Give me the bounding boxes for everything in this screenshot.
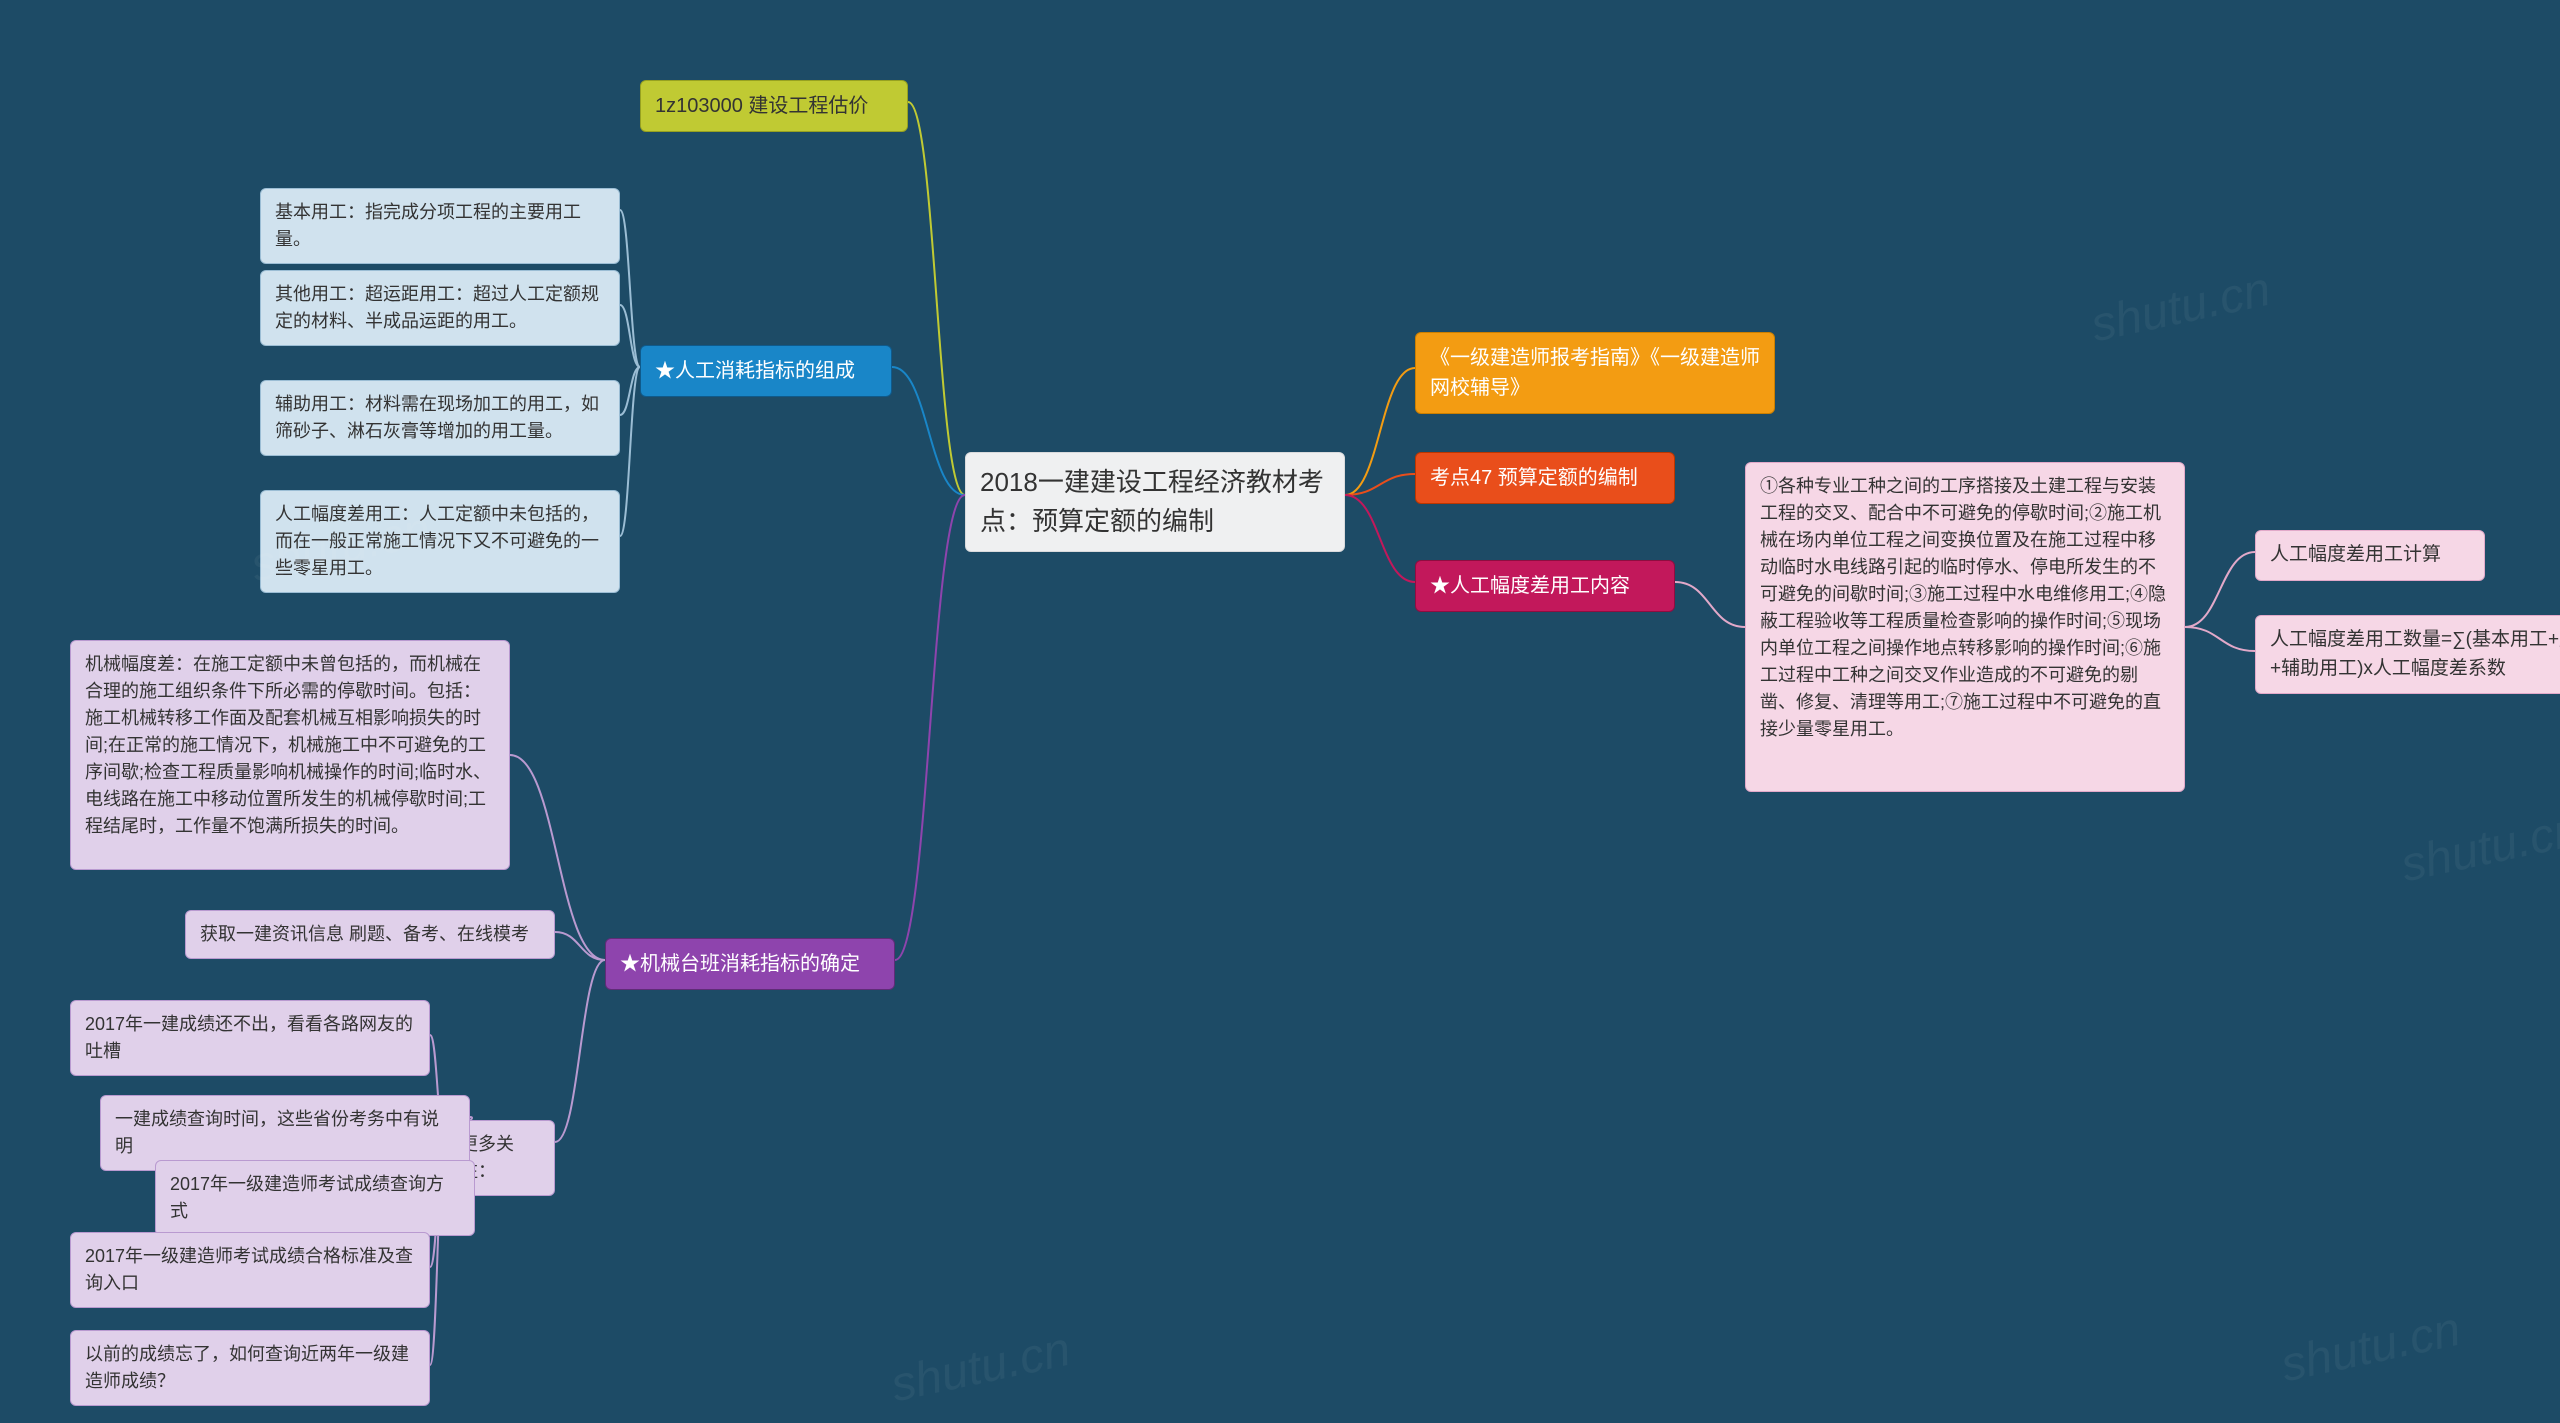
node-r1: 《一级建造师报考指南》《一级建造师网校辅导》 bbox=[1415, 332, 1775, 414]
edge-l3-l3c bbox=[555, 960, 605, 1142]
node-l2c: 辅助用工：材料需在现场加工的用工，如筛砂子、淋石灰膏等增加的用工量。 bbox=[260, 380, 620, 456]
node-l1: 1z103000 建设工程估价 bbox=[640, 80, 908, 132]
node-r3a: ①各种专业工种之间的工序搭接及土建工程与安装工程的交叉、配合中不可避免的停歇时间… bbox=[1745, 462, 2185, 792]
node-r3b2: 人工幅度差用工数量=∑(基本用工+超运距用工+辅助用工)x人工幅度差系数 bbox=[2255, 615, 2560, 694]
node-l2d: 人工幅度差用工：人工定额中未包括的，而在一般正常施工情况下又不可避免的一些零星用… bbox=[260, 490, 620, 593]
edge-r3a-r3b1 bbox=[2185, 552, 2255, 627]
node-r2: 考点47 预算定额的编制 bbox=[1415, 452, 1675, 504]
node-l3b: 获取一建资讯信息 刷题、备考、在线模考 bbox=[185, 910, 555, 959]
edge-root-r1 bbox=[1345, 368, 1415, 495]
edge-root-l2 bbox=[892, 367, 965, 495]
node-r3b1: 人工幅度差用工计算 bbox=[2255, 530, 2485, 581]
node-l3c1: 2017年一建成绩还不出，看看各路网友的吐槽 bbox=[70, 1000, 430, 1076]
node-l3a: 机械幅度差：在施工定额中未曾包括的，而机械在合理的施工组织条件下所必需的停歇时间… bbox=[70, 640, 510, 870]
node-l3c5: 以前的成绩忘了，如何查询近两年一级建造师成绩？ bbox=[70, 1330, 430, 1406]
node-l3c3: 2017年一级建造师考试成绩查询方式 bbox=[155, 1160, 475, 1236]
node-l2b: 其他用工：超运距用工：超过人工定额规定的材料、半成品运距的用工。 bbox=[260, 270, 620, 346]
edge-root-l1 bbox=[908, 102, 965, 495]
edge-r3-r3a bbox=[1675, 582, 1745, 627]
edge-r3a-r3b2 bbox=[2185, 627, 2255, 651]
edge-root-l3 bbox=[895, 495, 965, 960]
edge-l2-l2a bbox=[620, 210, 640, 367]
node-r3: ★人工幅度差用工内容 bbox=[1415, 560, 1675, 612]
node-l3c4: 2017年一级建造师考试成绩合格标准及查询入口 bbox=[70, 1232, 430, 1308]
node-l3: ★机械台班消耗指标的确定 bbox=[605, 938, 895, 990]
edge-root-r3 bbox=[1345, 495, 1415, 582]
node-root: 2018一建建设工程经济教材考点：预算定额的编制 bbox=[965, 452, 1345, 552]
node-l2a: 基本用工：指完成分项工程的主要用工量。 bbox=[260, 188, 620, 264]
node-l2: ★人工消耗指标的组成 bbox=[640, 345, 892, 397]
